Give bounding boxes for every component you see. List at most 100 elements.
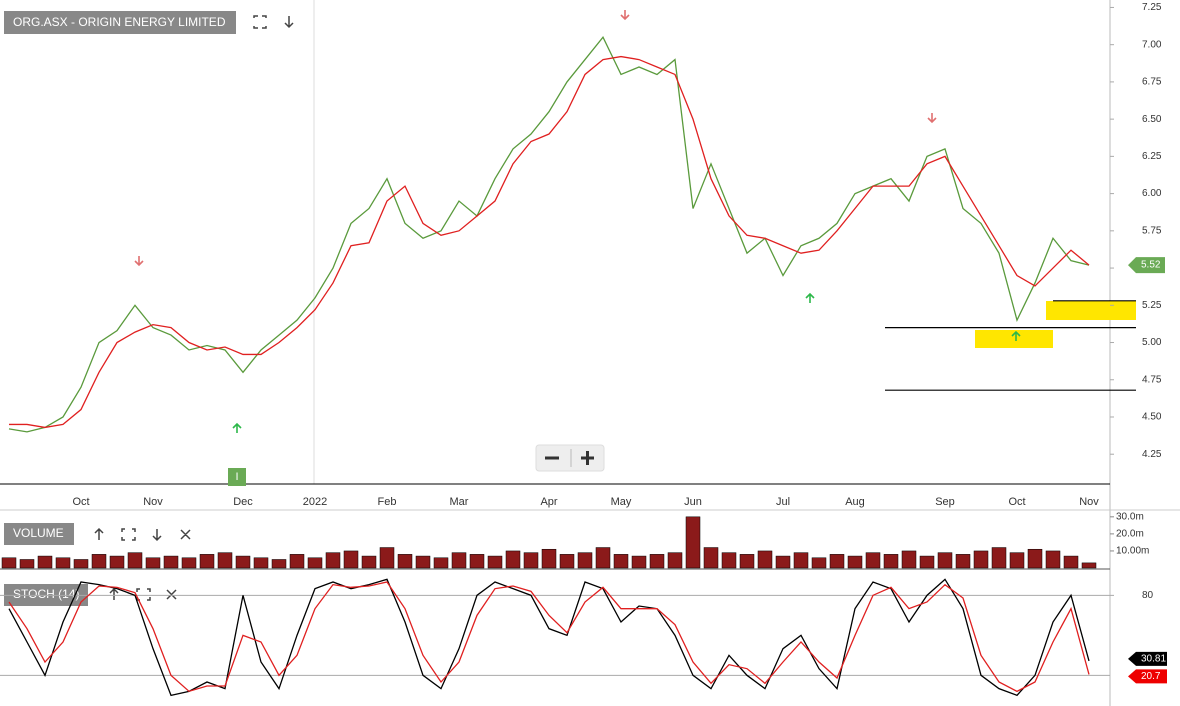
title-box	[4, 523, 74, 545]
y-tick-label: 5.75	[1142, 225, 1162, 236]
x-tick-label: Sep	[935, 496, 955, 508]
chart-title: ORG.ASX - ORIGIN ENERGY LIMITED	[13, 15, 226, 29]
volume-bar	[397, 554, 413, 569]
volume-bar	[649, 554, 665, 569]
value-label: 30.81	[1141, 654, 1166, 665]
volume-bar	[685, 516, 701, 569]
volume-bar	[1045, 550, 1061, 569]
buy-arrow	[805, 292, 815, 303]
zoom-controls[interactable]	[535, 444, 605, 472]
x-tick-label: 2022	[303, 496, 327, 508]
y-tick-label: 6.25	[1142, 151, 1162, 162]
y-tick-label: 80	[1142, 590, 1154, 601]
volume-bar	[919, 555, 935, 569]
sell-arrow	[134, 256, 144, 267]
volume-bar	[721, 552, 737, 569]
volume-bar	[235, 555, 251, 569]
volume-bar	[937, 552, 953, 569]
volume-bar	[469, 554, 485, 569]
y-tick-label: 30.0m	[1116, 511, 1144, 522]
volume-bar	[181, 557, 197, 569]
volume-bar	[289, 554, 305, 569]
sell-arrow	[620, 10, 630, 21]
sell-arrow	[927, 113, 937, 124]
volume-bar	[793, 552, 809, 569]
volume-bar	[1081, 562, 1097, 569]
volume-bar	[1027, 548, 1043, 569]
buy-arrow	[1011, 330, 1021, 341]
volume-bar	[253, 557, 269, 569]
x-tick-label: Apr	[540, 496, 557, 508]
x-tick-label: Oct	[1008, 496, 1025, 508]
volume-bar	[829, 554, 845, 569]
x-tick-label: Aug	[845, 496, 865, 508]
volume-bar	[595, 547, 611, 569]
volume-bar	[991, 547, 1007, 569]
volume-bar	[379, 547, 395, 569]
volume-bar	[667, 552, 683, 569]
volume-bar	[703, 547, 719, 569]
volume-bar	[973, 550, 989, 569]
volume-bar	[325, 552, 341, 569]
volume-bar	[451, 552, 467, 569]
value-tag	[1128, 669, 1167, 684]
panel-title: STOCH (14)	[13, 587, 79, 601]
value-tag	[1128, 651, 1167, 666]
volume-bar	[307, 557, 323, 569]
volume-bar	[739, 554, 755, 569]
series-line	[8, 581, 1090, 693]
y-tick-label: 5.00	[1142, 337, 1162, 348]
volume-bar	[865, 552, 881, 569]
panel-title: VOLUME	[13, 526, 64, 540]
y-tick-label: 10.00m	[1116, 546, 1149, 557]
volume-bar	[73, 559, 89, 569]
volume-bar	[631, 555, 647, 569]
volume-bar	[127, 552, 143, 569]
buy-arrow	[232, 422, 242, 433]
volume-bar	[883, 554, 899, 569]
series-line	[8, 36, 1090, 433]
volume-bar	[433, 557, 449, 569]
x-tick-label: Jul	[776, 496, 790, 508]
volume-bar	[901, 550, 917, 569]
volume-bar	[505, 550, 521, 569]
volume-bar	[37, 555, 53, 569]
value-label: 20.7	[1141, 671, 1161, 682]
volume-bar	[811, 557, 827, 569]
series-line	[9, 55, 1090, 429]
x-tick-label: Dec	[233, 496, 253, 508]
x-tick-label: Nov	[1079, 496, 1099, 508]
x-tick-label: May	[611, 496, 632, 508]
marker-box	[228, 468, 246, 486]
y-tick-label: 6.00	[1142, 188, 1162, 199]
volume-bar	[91, 554, 107, 569]
x-tick-label: Feb	[378, 496, 397, 508]
y-tick-label: 4.25	[1142, 449, 1162, 460]
icons[interactable]	[94, 527, 191, 542]
highlight	[975, 330, 1053, 348]
volume-bar	[217, 552, 233, 569]
volume-bar	[55, 557, 71, 569]
y-tick-label: 7.25	[1142, 2, 1162, 13]
volume-bar	[847, 555, 863, 569]
y-tick-label: 6.75	[1142, 77, 1162, 88]
y-tick-label: 6.50	[1142, 114, 1162, 125]
y-tick-label: 5.25	[1142, 300, 1162, 311]
x-tick-label: Mar	[450, 496, 469, 508]
y-tick-label: 4.50	[1142, 412, 1162, 423]
volume-bar	[775, 555, 791, 569]
volume-bar	[541, 548, 557, 569]
volume-bar	[109, 555, 125, 569]
volume-bar	[955, 554, 971, 569]
volume-bar	[343, 550, 359, 569]
volume-bar	[523, 552, 539, 569]
y-tick-label: 20.0m	[1116, 529, 1144, 540]
price-label: 5.52	[1141, 260, 1161, 271]
volume-bar	[1063, 555, 1079, 569]
volume-bar	[559, 554, 575, 569]
volume-bar	[145, 557, 161, 569]
volume-bar	[1009, 552, 1025, 569]
title-box	[4, 11, 236, 34]
